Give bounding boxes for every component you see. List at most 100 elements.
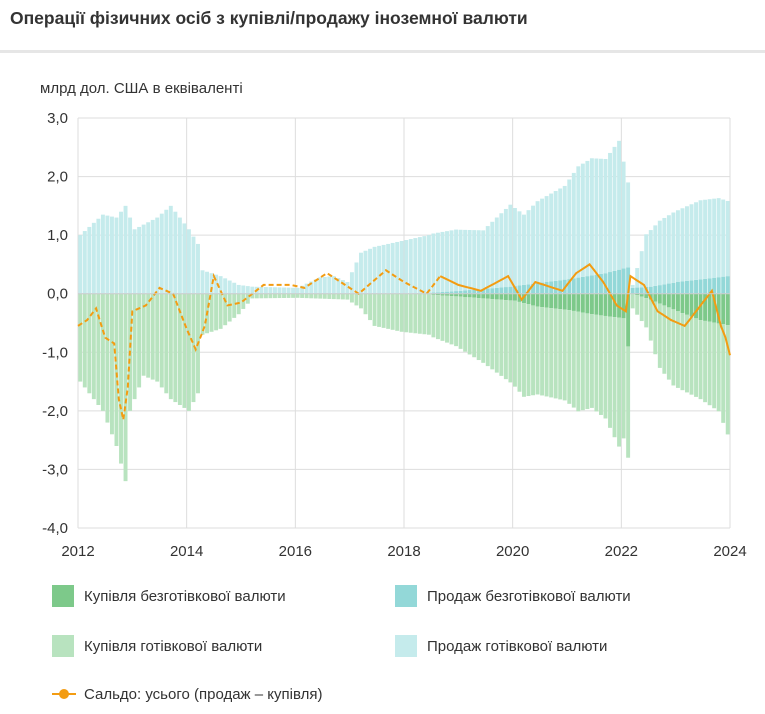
bar-sell-cash [517, 211, 522, 286]
bar-buy-cash [635, 295, 640, 315]
bar-sell-cash [544, 196, 549, 282]
bar-sell-cashless [499, 287, 504, 294]
bar-sell-cash [680, 208, 685, 282]
bar-sell-cash [159, 213, 164, 294]
bar-buy-cash [132, 293, 137, 400]
bar-buy-cash [119, 293, 123, 464]
bar-sell-cash [576, 166, 581, 278]
bar-sell-cash [404, 240, 409, 294]
bar-sell-cash [472, 230, 477, 290]
bar-sell-cash [300, 285, 305, 294]
bar-sell-cash [377, 245, 382, 294]
bar-buy-cash [653, 301, 658, 355]
bar-buy-cash [109, 293, 114, 435]
bar-sell-cashless [725, 276, 730, 294]
bar-sell-cash [82, 231, 87, 294]
bar-buy-cashless [716, 293, 721, 324]
bar-buy-cash [562, 309, 567, 401]
bar-buy-cash [173, 293, 178, 403]
bar-sell-cash [168, 205, 173, 294]
bar-sell-cash [232, 282, 237, 294]
bar-sell-cash [594, 158, 599, 275]
bar-sell-cash [648, 230, 653, 287]
bar-sell-cash [689, 204, 694, 281]
bar-sell-cash [291, 287, 296, 294]
bar-sell-cash [227, 280, 232, 294]
bar-buy-cash [499, 299, 504, 376]
legend-swatch-sell-cash [395, 635, 417, 657]
legend-item-balance[interactable]: Сальдо: усього (продаж – купівля) [52, 683, 322, 705]
bar-buy-cash [327, 293, 332, 299]
bar-buy-cash [617, 317, 622, 447]
legend-label-buy-cash: Купівля готівкової валюти [84, 637, 263, 655]
bar-sell-cashless [712, 277, 717, 294]
bar-sell-cashless [689, 280, 694, 294]
balance-line-dashed [77, 269, 441, 420]
bar-sell-cash [191, 236, 196, 294]
bar-buy-cashless [463, 293, 468, 297]
bar-sell-cash [114, 217, 119, 294]
bar-sell-cash [639, 251, 644, 288]
bar-sell-cash [359, 252, 363, 294]
bar-buy-cashless [485, 293, 490, 299]
legend-swatch-balance [52, 683, 76, 705]
bar-buy-cash [463, 296, 468, 352]
bar-buy-cashless [662, 293, 667, 306]
bar-sell-cashless [526, 284, 531, 294]
bar-buy-cashless [721, 293, 726, 325]
bar-sell-cash [476, 230, 481, 290]
bar-sell-cashless [494, 287, 499, 294]
bar-sell-cash [277, 287, 282, 294]
bar-sell-cashless [635, 287, 640, 294]
legend-item-buy-cash[interactable]: Купівля готівкової валюти [52, 635, 262, 657]
bar-sell-cashless [626, 267, 631, 294]
legend-item-sell-cashless[interactable]: Продаж безготівкової валюти [395, 585, 631, 607]
bar-buy-cashless [666, 293, 671, 308]
bar-sell-cash [263, 287, 268, 294]
bar-buy-cash [100, 293, 105, 411]
bar-buy-cash [377, 293, 382, 327]
bar-buy-cash [322, 293, 327, 299]
bar-buy-cash [648, 299, 653, 341]
bar-buy-cash [309, 293, 314, 299]
bar-buy-cash [481, 298, 486, 363]
bar-buy-cash [105, 293, 110, 423]
legend-swatch-buy-cashless [52, 585, 74, 607]
bar-buy-cash [372, 293, 377, 326]
bar-buy-cashless [435, 293, 440, 296]
bar-buy-cash [263, 293, 268, 299]
bar-sell-cash [386, 243, 391, 294]
bar-sell-cash [526, 210, 531, 285]
bar-sell-cash [146, 222, 151, 294]
bar-sell-cash [313, 279, 318, 294]
bar-buy-cash [272, 293, 277, 299]
bar-sell-cash [422, 236, 427, 294]
bar-sell-cashless [440, 291, 445, 294]
bar-sell-cashless [585, 276, 590, 294]
bar-sell-cashless [512, 286, 517, 294]
bar-buy-cash [540, 307, 545, 396]
bar-buy-cashless [440, 293, 445, 296]
bar-buy-cash [399, 293, 404, 332]
bar-buy-cash [567, 310, 572, 404]
bar-sell-cash [150, 219, 155, 294]
bar-sell-cash [608, 152, 612, 273]
bar-sell-cash [128, 217, 133, 294]
bar-sell-cash [553, 191, 558, 281]
bar-sell-cash [721, 199, 726, 277]
bar-sell-cash [535, 201, 540, 284]
bar-buy-cash [150, 293, 155, 380]
bar-buy-cashless [644, 293, 649, 299]
bar-sell-cash [703, 199, 708, 279]
bar-sell-cash [349, 272, 354, 294]
bar-buy-cash [603, 315, 608, 419]
bar-buy-cashless [703, 293, 708, 321]
bar-buy-cashless [707, 293, 712, 322]
bar-sell-cash [241, 285, 246, 294]
bar-buy-cash [304, 293, 309, 299]
bar-sell-cash [354, 262, 359, 294]
legend-item-buy-cashless[interactable]: Купівля безготівкової валюти [52, 585, 286, 607]
bar-buy-cash [675, 311, 680, 388]
legend-item-sell-cash[interactable]: Продаж готівкової валюти [395, 635, 607, 657]
bar-sell-cash [549, 193, 554, 282]
